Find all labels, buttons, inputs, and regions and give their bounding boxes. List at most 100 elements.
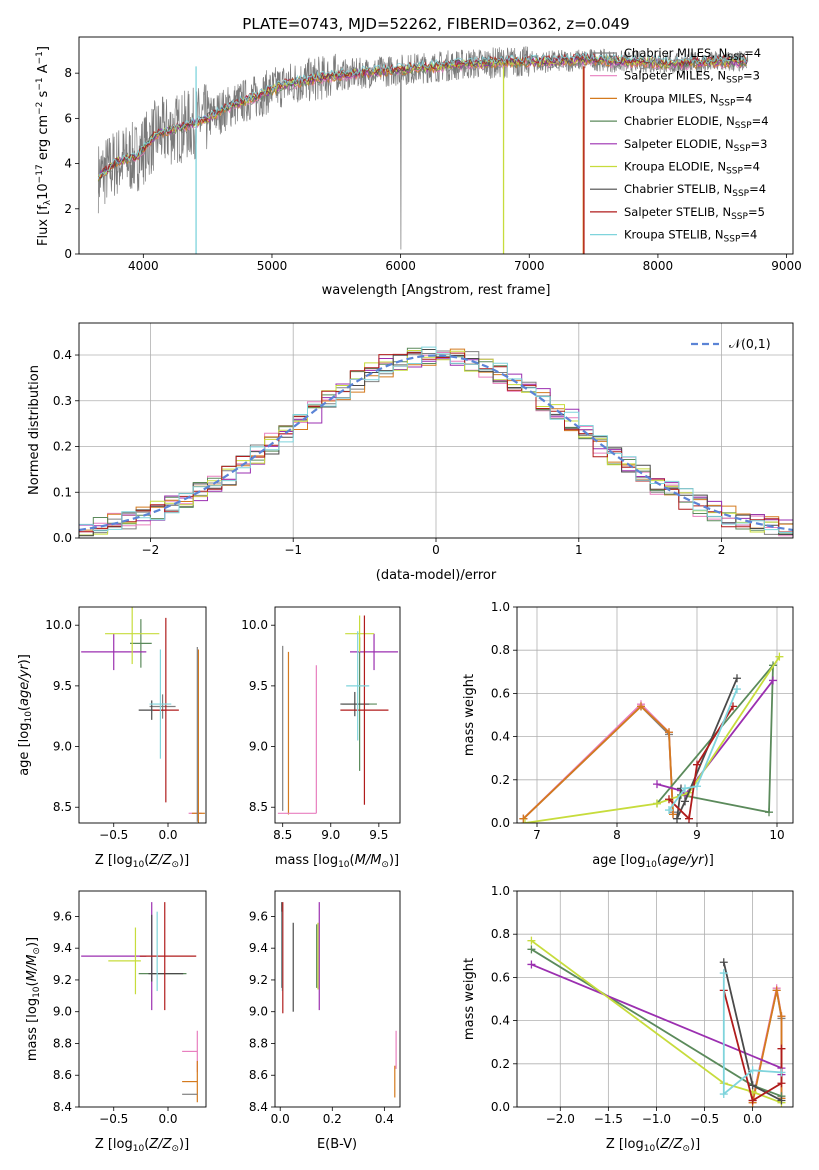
- y-tick-label: 9.2: [249, 973, 268, 987]
- y-tick-label: 8.4: [249, 1100, 268, 1114]
- label-part: 10: [32, 986, 42, 998]
- label-part: SSP: [732, 189, 749, 199]
- label-part: Z [log: [606, 1137, 644, 1152]
- label-part: =4: [744, 46, 761, 60]
- y-tick-label: 0.0: [491, 816, 510, 830]
- series-line-kroupa-stelib: [668, 688, 738, 811]
- label-part: 10: [644, 1144, 656, 1154]
- label-part: (: [144, 1137, 149, 1152]
- y-axis-label: mass weight: [462, 958, 477, 1040]
- label-part: Salpeter STELIB, N: [624, 205, 731, 219]
- label-part: SSP: [727, 53, 744, 63]
- y-tick-label: 8.5: [249, 800, 268, 814]
- histogram-chabrier-elodie: [79, 347, 793, 536]
- label-part: Chabrier STELIB, N: [624, 182, 732, 196]
- plot-area: [527, 936, 786, 1107]
- label-part: )]: [179, 1137, 189, 1152]
- y-tick-label: 9.4: [249, 941, 268, 955]
- series-marker: [719, 958, 728, 967]
- series-marker: [748, 1066, 757, 1075]
- series-marker: [775, 652, 784, 661]
- series-marker: [693, 760, 701, 769]
- label-part: mass [log: [25, 998, 40, 1061]
- label-part: =4: [743, 160, 760, 174]
- x-tick-label: −2: [142, 543, 160, 557]
- x-tick-label: 5000: [257, 259, 288, 273]
- y-tick-label: 8.8: [53, 1036, 72, 1050]
- series-marker: [769, 676, 777, 685]
- label-part: Chabrier MILES, N: [624, 46, 727, 60]
- label-part: =3: [743, 69, 760, 83]
- x-axis-label: age [log10(age/yr)]: [592, 853, 714, 870]
- label-part: SSP: [724, 235, 741, 245]
- legend-entry: Kroupa STELIB, NSSP=4: [624, 228, 757, 245]
- y-tick-label: 8.4: [53, 1100, 72, 1114]
- legend-entry: Kroupa ELODIE, NSSP=4: [624, 160, 760, 177]
- series-marker: [748, 1096, 757, 1105]
- series-marker: [681, 797, 689, 806]
- label-part: Chabrier ELODIE, N: [624, 114, 735, 128]
- x-axis-label: (data-model)/error: [376, 568, 497, 583]
- series-marker: [693, 782, 701, 791]
- series-line-kroupa-elodie: [524, 656, 781, 823]
- series-line-kroupa-miles: [522, 705, 674, 820]
- model-line-kroupa-stelib: [97, 51, 748, 180]
- x-axis-label: Z [log10(Z/Z⊙)]: [606, 1137, 700, 1154]
- axes-frame: [78, 606, 207, 824]
- mass-vs-metallicity-panel: −0.5 0.08.48.68.89.09.29.49.6Z [log10(Z/Z…: [25, 890, 207, 1154]
- label-part: (: [17, 706, 32, 711]
- label-part: Z [log: [95, 1137, 133, 1152]
- y-tick-label: 9.2: [53, 973, 72, 987]
- axes-frame: [78, 890, 207, 1108]
- series-marker: [637, 702, 645, 711]
- y-axis-label: Flux [fλ10−17 erg cm−2 s−1 A−1]: [35, 46, 53, 246]
- y-tick-label: 9.0: [249, 740, 268, 754]
- x-tick-label: 0.0: [743, 1112, 762, 1126]
- label-part: )]: [25, 937, 40, 947]
- series-marker: [669, 810, 677, 819]
- y-tick-label: 0.0: [53, 531, 72, 545]
- label-part: SSP: [719, 98, 736, 108]
- plot-area: [277, 615, 399, 815]
- series-line-salpeter-stelib: [668, 705, 734, 821]
- y-axis-label: mass weight: [462, 674, 477, 756]
- label-part: s: [36, 90, 51, 101]
- legend-entry: Chabrier STELIB, NSSP=4: [624, 182, 766, 199]
- x-axis-label: mass [log10(M/M⊙)]: [275, 853, 399, 870]
- label-part: age/yr: [662, 853, 705, 868]
- legend-entry: Chabrier MILES, NSSP=4: [624, 46, 761, 63]
- residuals-panel: −2 −1 0 1 2 0.0 0.1 0.2 0.3 0.4 𝒩(0,1) (data-model)…: [27, 322, 794, 583]
- y-tick-label: 0.2: [491, 1057, 510, 1071]
- y-tick-label: 0.4: [491, 730, 510, 744]
- series-line-salpeter-stelib: [722, 990, 783, 1102]
- legend-entry: Salpeter ELODIE, NSSP=3: [624, 137, 767, 154]
- plot-area: [81, 607, 205, 823]
- y-tick-label: 0.1: [53, 485, 72, 499]
- axes-frame: [516, 890, 794, 1108]
- x-tick-label: 8.5: [273, 828, 292, 842]
- series-marker: [527, 960, 536, 969]
- label-part: )]: [389, 853, 399, 868]
- y-tick-label: 0.2: [53, 440, 72, 454]
- x-tick-label: 0.4: [375, 1112, 394, 1126]
- label-part: Z/Z: [148, 853, 172, 868]
- label-part: 10: [645, 860, 657, 870]
- x-tick-label: −0.5: [99, 1112, 128, 1126]
- series-marker: [527, 936, 536, 945]
- label-part: age/yr: [17, 663, 32, 706]
- y-tick-label: 9.5: [53, 679, 72, 693]
- x-tick-label: 2: [718, 543, 726, 557]
- label-part: 10: [133, 860, 145, 870]
- y-tick-label: 9.4: [53, 941, 72, 955]
- series-marker: [665, 806, 673, 815]
- label-part: (: [350, 853, 355, 868]
- label-part: M/M: [355, 853, 382, 868]
- y-tick-label: 0.8: [491, 643, 510, 657]
- series-marker: [519, 814, 528, 823]
- mass-weight-vs-metallicity-panel: −2.0 −1.5 −1.0 −0.5 0.0 0.0 0.2 0.4 0.6 0.8 1.0 mas…: [462, 884, 794, 1154]
- x-tick-label: 0.0: [271, 1112, 290, 1126]
- x-tick-label: 0.0: [158, 828, 177, 842]
- label-part: λ: [43, 199, 53, 205]
- label-part: )]: [704, 853, 714, 868]
